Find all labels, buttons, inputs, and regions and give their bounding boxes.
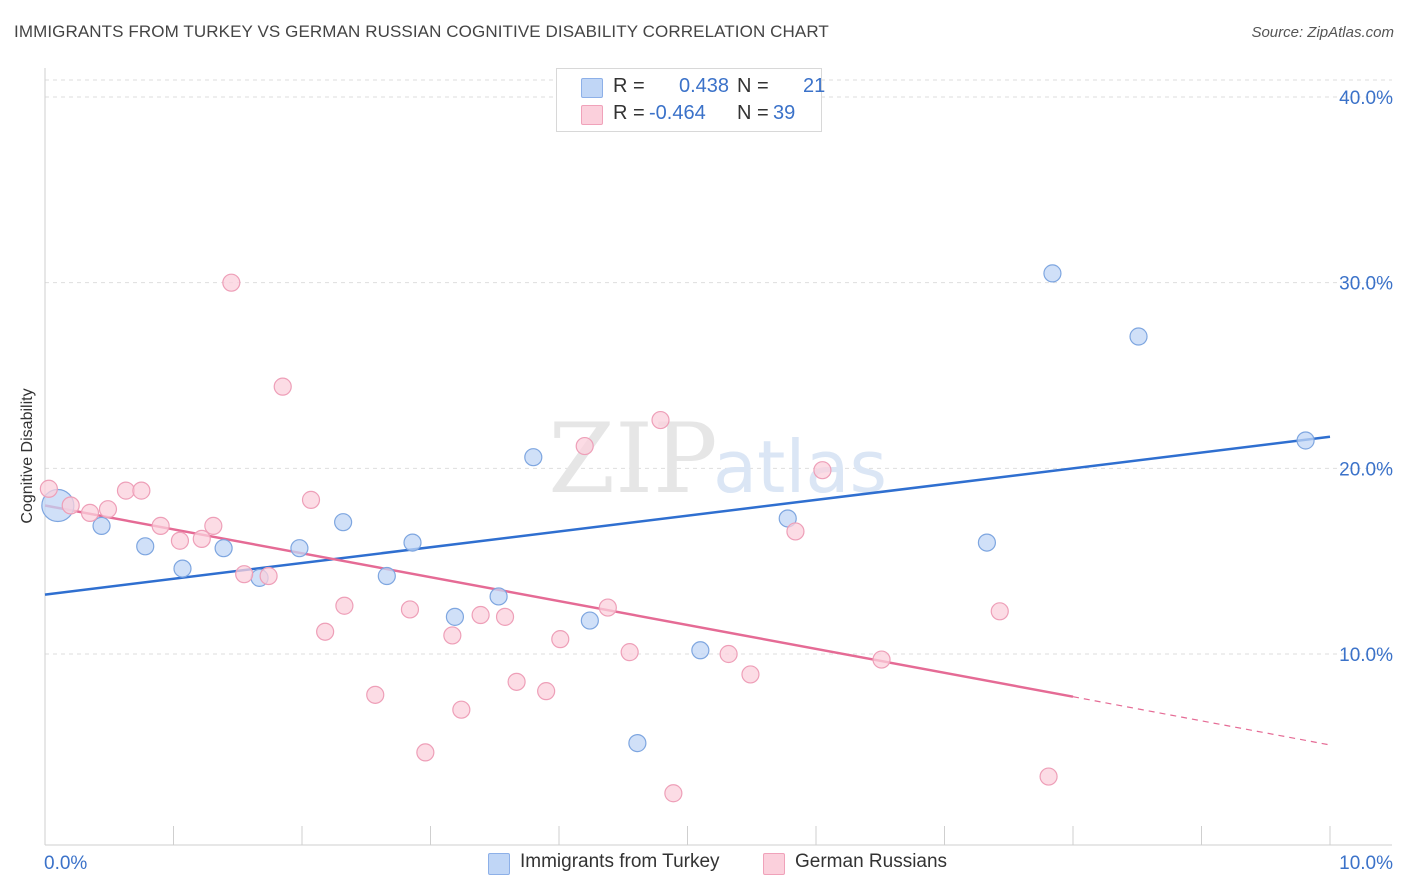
german-russian-point bbox=[452, 700, 471, 719]
watermark-atlas: atlas bbox=[713, 425, 887, 509]
turkey-point bbox=[173, 559, 192, 578]
turkey-point bbox=[1296, 431, 1315, 450]
axes bbox=[44, 68, 1392, 846]
legend-swatch-pink bbox=[581, 105, 603, 125]
turkey-point bbox=[1043, 264, 1062, 283]
german-russian-point bbox=[316, 622, 335, 641]
german-russian-point bbox=[170, 531, 190, 550]
german-russian-point bbox=[366, 685, 385, 704]
german-russian-point bbox=[416, 743, 435, 762]
german-russian-point bbox=[204, 516, 223, 535]
legend-n-label: N = bbox=[737, 102, 769, 124]
tick-labels: 10.0% 20.0% 30.0% 40.0% 0.0% 10.0% bbox=[44, 88, 1393, 874]
german-russian-point bbox=[98, 500, 118, 519]
turkey-trend-line bbox=[44, 435, 1331, 596]
german-russian-trend-line bbox=[44, 504, 1074, 698]
german-russian-point bbox=[651, 410, 670, 430]
series-swatch-pink bbox=[763, 853, 785, 875]
turkey-point bbox=[489, 587, 508, 606]
legend-r-value: 0.438 bbox=[679, 75, 730, 97]
german-russian-point bbox=[273, 377, 292, 396]
turkey-point bbox=[524, 448, 543, 467]
german-russian-point bbox=[61, 496, 80, 515]
turkey-point bbox=[334, 513, 353, 532]
turkey-point bbox=[580, 611, 599, 630]
german-russian-point bbox=[222, 273, 241, 292]
source-credit: Source: ZipAtlas.com bbox=[1251, 24, 1394, 41]
legend-n-value: 39 bbox=[773, 102, 796, 124]
german-russian-point bbox=[551, 630, 570, 649]
german-russian-trend-extension bbox=[1072, 696, 1331, 746]
german-russian-point bbox=[495, 607, 515, 626]
german-russian-point bbox=[990, 602, 1009, 621]
turkey-point bbox=[977, 533, 997, 552]
x-tick-label-max: 10.0% bbox=[1339, 853, 1393, 874]
german-russian-point bbox=[620, 643, 639, 662]
watermark-zip: ZIP bbox=[548, 403, 717, 515]
german-russian-point bbox=[1039, 767, 1058, 786]
german-russian-point bbox=[400, 600, 420, 619]
turkey-point bbox=[214, 539, 233, 558]
german-russian-point bbox=[872, 650, 891, 669]
german-russian-point bbox=[598, 598, 617, 617]
stats-legend: R = 0.438 N = 21 R = -0.464 N = 39 bbox=[556, 68, 826, 132]
legend-n-label: N = bbox=[737, 75, 769, 97]
turkey-point bbox=[1129, 327, 1148, 346]
german-russian-point bbox=[192, 529, 211, 548]
legend-swatch-blue bbox=[581, 78, 603, 98]
german-russian-point bbox=[741, 665, 760, 684]
zipatlas-watermark: ZIP atlas bbox=[548, 403, 887, 515]
german-russian-point bbox=[151, 516, 170, 535]
series-name-german-russians: German Russians bbox=[795, 851, 948, 872]
y-tick-label: 10.0% bbox=[1339, 645, 1393, 666]
german-russian-point bbox=[471, 605, 490, 625]
german-russian-point bbox=[301, 490, 321, 509]
trend-lines bbox=[44, 435, 1331, 746]
turkey-point bbox=[691, 641, 710, 660]
german-russian-point bbox=[132, 481, 151, 500]
german-russian-point bbox=[813, 461, 832, 480]
turkey-point bbox=[403, 533, 422, 552]
chart-title: IMMIGRANTS FROM TURKEY VS GERMAN RUSSIAN… bbox=[14, 22, 829, 41]
y-tick-label: 40.0% bbox=[1339, 88, 1393, 109]
series-swatch-blue bbox=[488, 853, 510, 875]
german-russian-point bbox=[719, 644, 738, 664]
legend-n-value: 21 bbox=[803, 75, 826, 97]
german-russian-point bbox=[443, 626, 462, 645]
legend-r-label: R = bbox=[613, 75, 645, 97]
y-tick-label: 20.0% bbox=[1339, 459, 1393, 480]
german-russian-point bbox=[537, 682, 556, 701]
german-russian-point bbox=[116, 481, 136, 500]
german-russian-point bbox=[80, 503, 100, 522]
turkey-point bbox=[377, 566, 396, 586]
german-russian-point bbox=[335, 596, 354, 615]
legend-r-value: -0.464 bbox=[649, 102, 706, 124]
y-tick-label: 30.0% bbox=[1339, 274, 1393, 295]
turkey-point bbox=[136, 537, 155, 556]
x-tick-label-min: 0.0% bbox=[44, 853, 87, 874]
german-russian-point bbox=[39, 479, 58, 498]
turkey-point bbox=[92, 516, 111, 535]
data-points bbox=[39, 264, 1315, 803]
turkey-point bbox=[445, 607, 465, 626]
turkey-point bbox=[628, 734, 647, 753]
german-russian-point bbox=[507, 672, 526, 691]
german-russian-point bbox=[259, 566, 278, 586]
german-russian-point bbox=[664, 784, 683, 803]
german-russian-point bbox=[575, 436, 594, 456]
series-name-turkey: Immigrants from Turkey bbox=[520, 851, 720, 872]
german-russian-point bbox=[786, 522, 805, 541]
turkey-point bbox=[290, 539, 309, 558]
legend-r-label: R = bbox=[613, 102, 645, 124]
german-russian-point bbox=[235, 565, 254, 584]
